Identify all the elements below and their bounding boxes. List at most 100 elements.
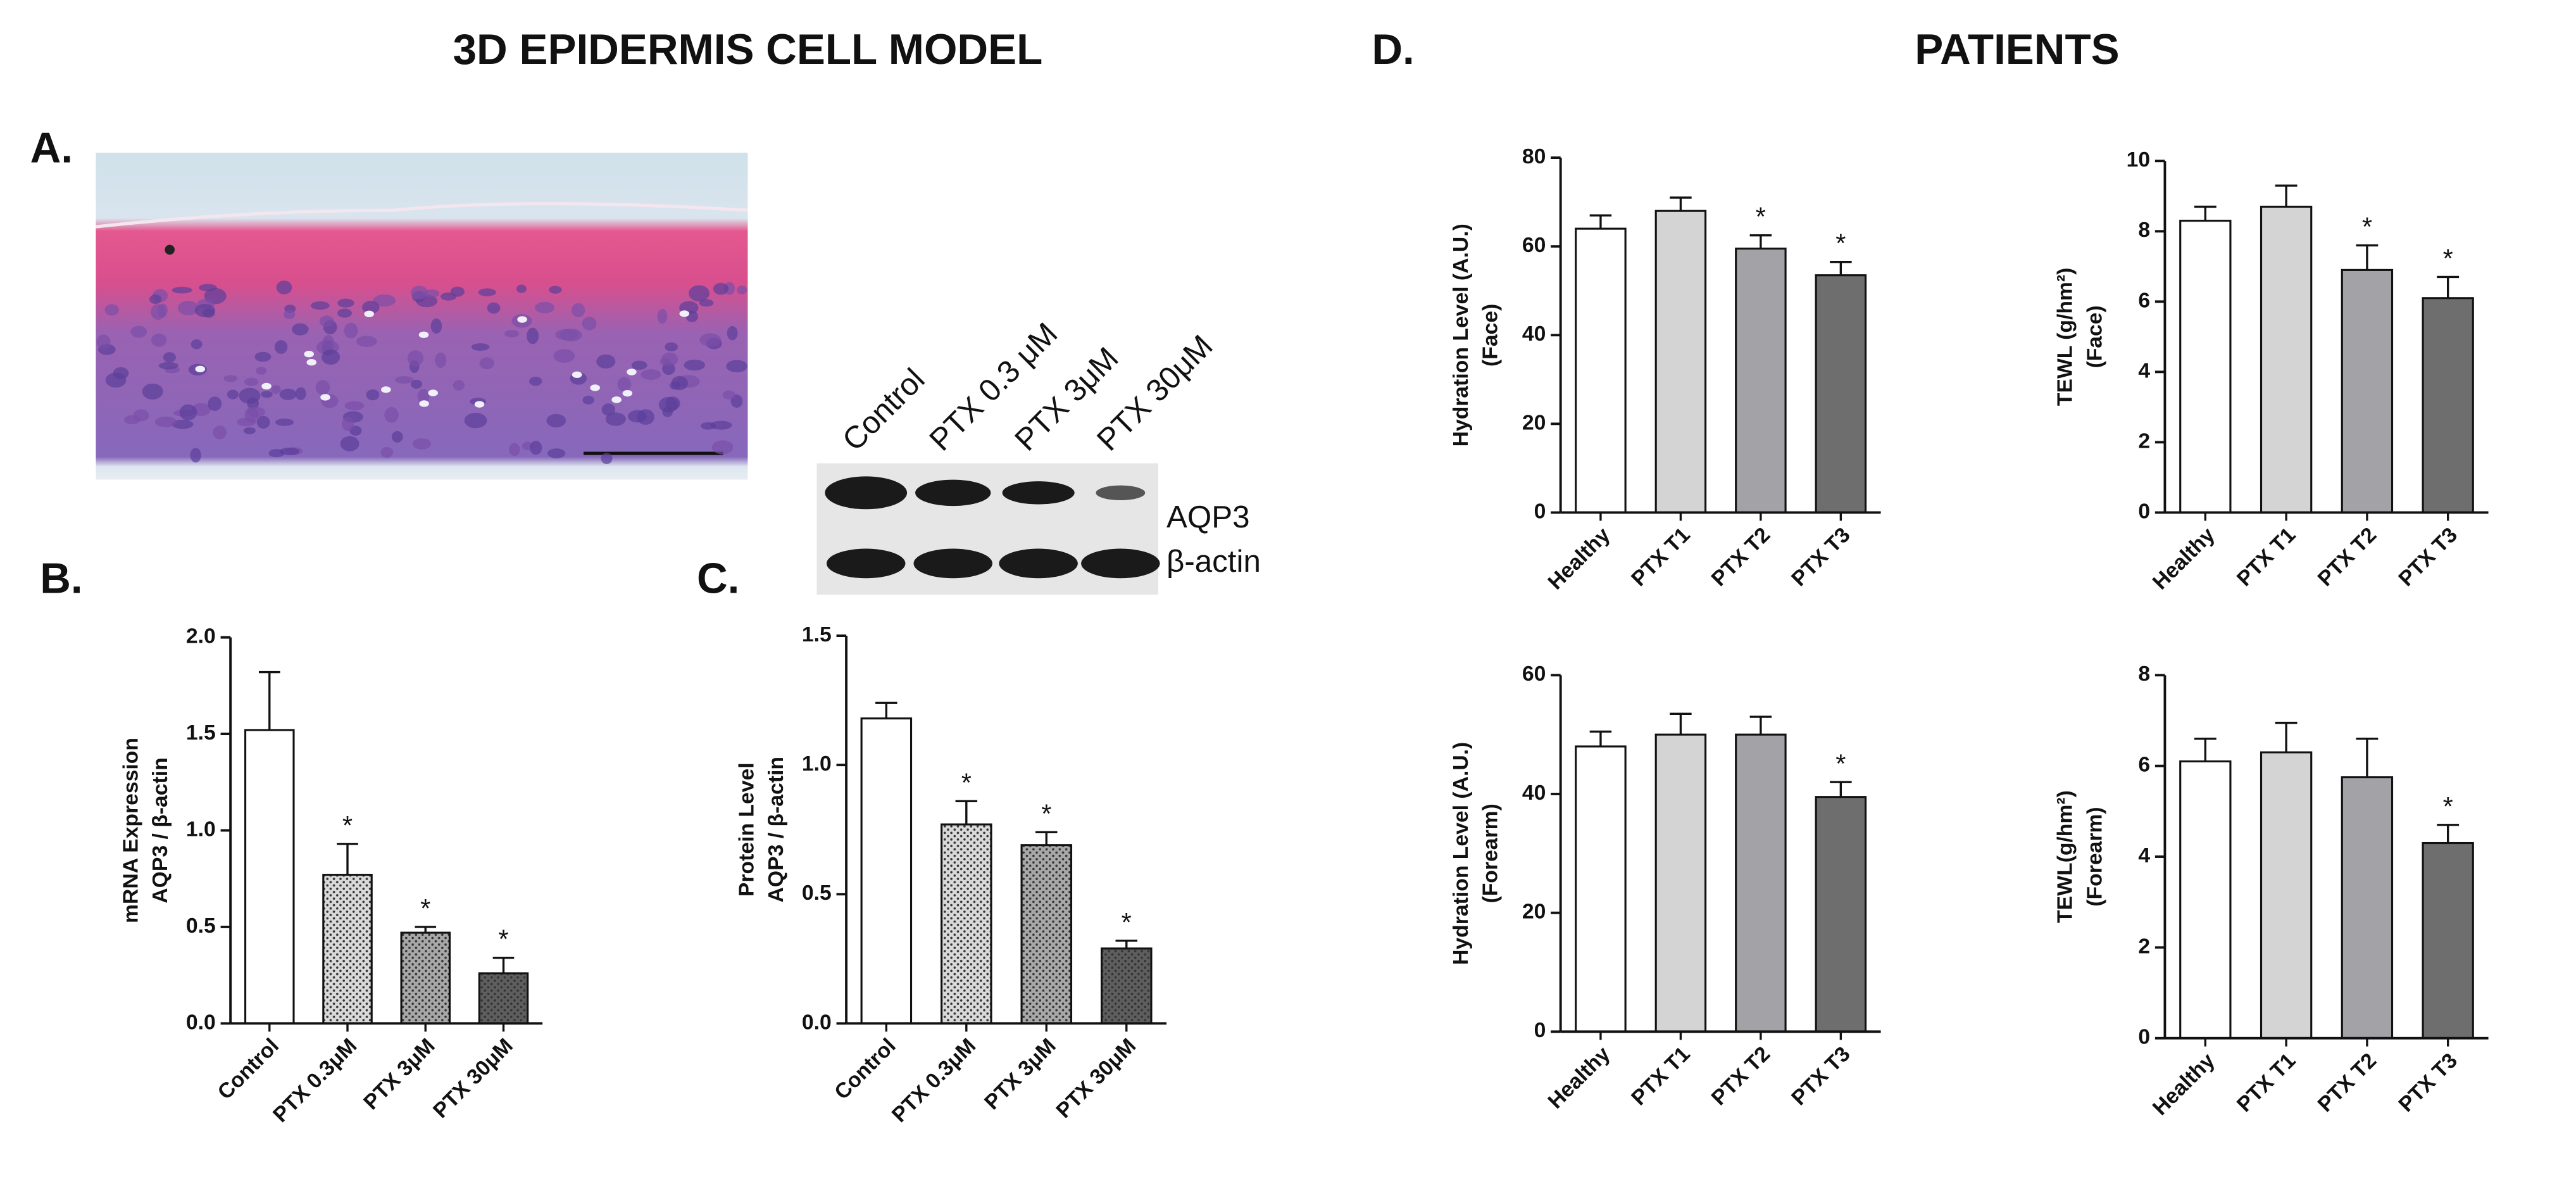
y-tick-label: 0: [2138, 499, 2150, 523]
significance: *: [2443, 791, 2453, 821]
error-bar: [1749, 715, 1772, 735]
cell-nucleus: [440, 292, 457, 301]
x-tick-label: PTX T2: [1707, 1042, 1775, 1111]
bar: [2341, 268, 2394, 514]
error-bar: [258, 671, 280, 730]
x-tick-label: PTX 0.3μM: [887, 1034, 980, 1127]
cell-vacuole: [572, 371, 582, 379]
cell-nucleus: [96, 334, 111, 350]
error-bar: [1670, 712, 1692, 735]
y-tick-label: 1.5: [186, 721, 216, 745]
cell-nucleus: [660, 358, 671, 366]
bar: [1815, 796, 1867, 1033]
cell-nucleus: [261, 391, 273, 398]
bar: [2260, 205, 2313, 514]
bar: [1101, 947, 1153, 1024]
significance: *: [1122, 907, 1132, 937]
cell-vacuole: [261, 382, 272, 390]
cell-nucleus: [177, 301, 199, 316]
cell-nucleus: [223, 375, 238, 382]
y-axis-label: mRNA Expression: [118, 738, 142, 923]
cell-nucleus: [412, 438, 432, 450]
bar: [1735, 733, 1787, 1033]
cell-nucleus: [527, 327, 539, 344]
cell-nucleus: [227, 389, 239, 400]
y-axis-label: (Face): [2082, 305, 2106, 368]
y-tick-label: 1.0: [186, 817, 216, 841]
y-tick-label: 0: [2138, 1025, 2150, 1049]
debris: [165, 244, 175, 255]
cell-nucleus: [256, 415, 270, 429]
error-bar: [2356, 737, 2379, 778]
band: [915, 479, 991, 507]
cell-nucleus: [605, 412, 626, 426]
band-label: β-actin: [1166, 544, 1261, 579]
cell-nucleus: [628, 410, 647, 423]
y-axis-label: Hydration Level (A.U.): [1449, 224, 1473, 446]
y-tick-label: 0.0: [802, 1010, 832, 1034]
x-tick-label: Healthy: [2148, 1049, 2220, 1120]
cell-nucleus: [665, 342, 678, 351]
cell-nucleus: [547, 448, 566, 458]
panel-label: B.: [40, 555, 82, 602]
cell-nucleus: [411, 379, 422, 389]
y-tick-label: 0: [1534, 1018, 1546, 1042]
cell-vacuole: [590, 384, 600, 391]
western-blot: [816, 463, 1160, 595]
cell-nucleus: [391, 431, 403, 443]
y-tick-label: 6: [2138, 753, 2150, 777]
error-bar: [1589, 214, 1612, 229]
bar: [322, 874, 373, 1024]
cell-nucleus: [295, 387, 306, 400]
y-tick-label: 0.0: [186, 1010, 216, 1034]
band: [913, 548, 992, 579]
cell-nucleus: [237, 417, 256, 427]
title-left: 3D EPIDERMIS CELL MODEL: [453, 26, 1043, 73]
bar: [478, 972, 529, 1024]
cell-nucleus: [256, 367, 267, 375]
bar: [1575, 745, 1627, 1033]
cell-nucleus: [582, 395, 594, 405]
cell-nucleus: [727, 325, 738, 341]
cell-vacuole: [474, 401, 485, 408]
cell-nucleus: [158, 362, 178, 370]
cell-nucleus: [268, 449, 285, 458]
x-tick-label: Healthy: [1543, 523, 1615, 595]
cell-nucleus: [190, 448, 201, 463]
cell-nucleus: [601, 453, 613, 464]
y-axis-label: TEWL(g/hm²): [2053, 790, 2077, 923]
error-bar: [337, 843, 358, 875]
cell-nucleus: [722, 390, 736, 400]
x-tick-label: PTX T1: [1627, 1042, 1695, 1111]
x-tick-label: PTX T2: [2313, 523, 2382, 591]
x-tick-label: Healthy: [1543, 1042, 1615, 1113]
x-tick-label: PTX T1: [1627, 523, 1695, 591]
cell-nucleus: [453, 380, 465, 391]
cell-nucleus: [279, 388, 297, 400]
band: [826, 548, 906, 579]
cell-nucleus: [430, 318, 442, 334]
cell-nucleus: [631, 360, 647, 370]
x-tick-label: PTX T1: [2232, 523, 2301, 591]
cell-nucleus: [123, 415, 141, 424]
cell-nucleus: [163, 352, 176, 363]
significance: *: [2362, 212, 2372, 242]
cell-nucleus: [271, 385, 281, 394]
histology-tissue: [96, 153, 748, 480]
bar: [1735, 248, 1787, 514]
cell-nucleus: [471, 343, 490, 351]
cell-nucleus: [340, 436, 360, 451]
x-tick-label: Healthy: [2148, 523, 2220, 595]
bar: [1654, 733, 1707, 1033]
cell-vacuole: [611, 396, 622, 403]
cell-nucleus: [553, 349, 575, 363]
cell-nucleus: [689, 285, 710, 301]
cell-nucleus: [279, 447, 299, 455]
cell-nucleus: [641, 369, 661, 381]
y-tick-label: 80: [1522, 144, 1546, 168]
y-axis-label: AQP3 / β-actin: [764, 757, 788, 902]
y-tick-label: 2: [2138, 934, 2150, 958]
cell-vacuole: [320, 394, 330, 401]
cell-vacuole: [428, 389, 438, 396]
x-tick-label: PTX T3: [2394, 1049, 2462, 1117]
